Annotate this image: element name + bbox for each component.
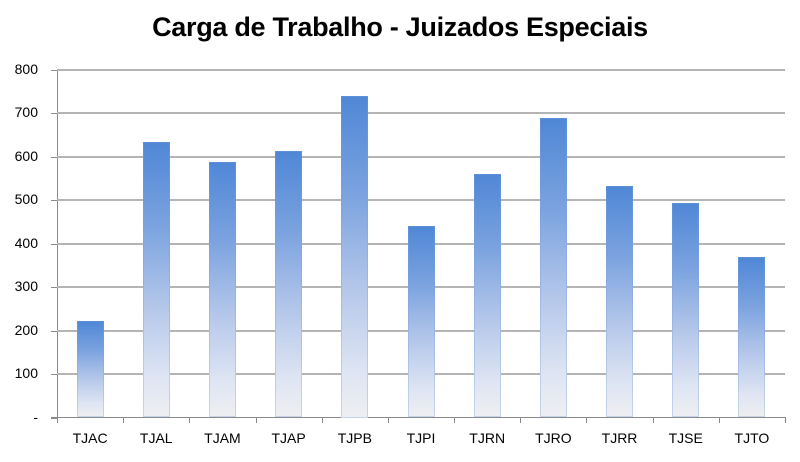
x-tick: [718, 417, 720, 423]
x-tick: [123, 417, 125, 423]
x-tick: [454, 417, 456, 423]
y-tick-label: 200: [14, 321, 38, 338]
bar-tjal: [142, 142, 170, 418]
bar-tjse: [672, 202, 700, 418]
x-tick: [255, 417, 257, 423]
x-tick-label: TJRR: [601, 430, 638, 446]
x-tick-label: TJPI: [406, 430, 436, 446]
x-tick: [57, 417, 58, 423]
y-tick: [51, 200, 57, 202]
bar-tjrn: [473, 173, 501, 418]
x-tick-label: TJRO: [535, 430, 572, 446]
x-tick-label: TJAL: [139, 430, 173, 446]
x-tick-label: TJSE: [668, 430, 703, 446]
x-tick-label: TJAP: [271, 430, 306, 446]
y-tick-label: 400: [14, 234, 38, 251]
y-tick-label: -: [33, 408, 38, 425]
y-tick: [51, 113, 57, 115]
bar-tjac: [76, 320, 104, 418]
bar-tjto: [738, 257, 766, 418]
x-tick: [785, 417, 786, 423]
x-tick-label: TJAC: [72, 430, 108, 446]
y-tick: [51, 70, 57, 71]
gridline: [57, 112, 785, 115]
y-tick-label: 300: [14, 278, 38, 295]
gridline: [57, 155, 785, 158]
x-tick: [586, 417, 588, 423]
x-tick: [652, 417, 654, 423]
y-tick-label: 800: [14, 61, 38, 77]
y-tick: [51, 156, 57, 158]
y-tick: [51, 417, 57, 419]
x-axis: [51, 417, 785, 418]
y-tick-label: 500: [14, 191, 38, 208]
bar-tjap: [275, 151, 303, 418]
y-tick: [51, 330, 57, 332]
y-tick: [51, 243, 57, 245]
x-tick-label: TJPB: [337, 430, 372, 446]
x-tick-label: TJTO: [734, 430, 770, 446]
x-tick-label: TJRN: [469, 430, 506, 446]
y-tick-label: 600: [14, 147, 38, 164]
x-tick: [189, 417, 191, 423]
x-tick: [520, 417, 522, 423]
bar-tjrr: [606, 185, 634, 418]
y-tick-label: 700: [14, 104, 38, 121]
chart-title: Carga de Trabalho - Juizados Especiais: [152, 12, 648, 42]
y-tick: [51, 287, 57, 289]
x-tick: [321, 417, 323, 423]
bar-tjam: [208, 161, 236, 418]
plot-area: [51, 69, 786, 423]
gridline: [57, 69, 785, 71]
y-tick-label: 100: [14, 365, 38, 382]
y-tick: [51, 374, 57, 376]
x-tick: [387, 417, 389, 423]
bar-tjpb: [341, 96, 369, 418]
x-tick-label: TJAM: [204, 430, 241, 446]
gridline: [57, 199, 785, 202]
bar-tjpi: [407, 225, 435, 418]
bar-tjro: [539, 118, 567, 418]
